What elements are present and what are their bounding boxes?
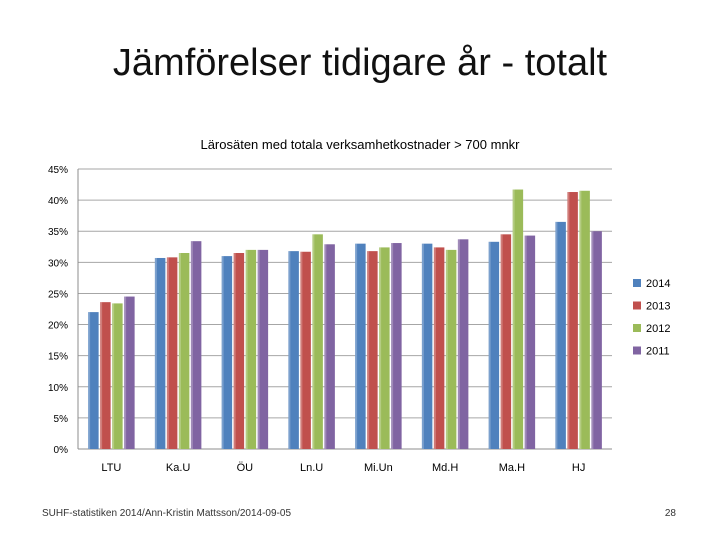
bar-2012-5 [445,249,457,449]
x-tick-label: Mi.Un [364,462,393,474]
y-tick-label: 10% [48,383,68,394]
bar-highlight [367,251,370,449]
footer-text: SUHF-statistiken 2014/Ann-Kristin Mattss… [42,508,292,519]
bar-highlight [257,249,260,449]
bar-highlight [512,189,515,450]
bar-highlight [300,251,303,449]
bar-highlight [591,231,594,449]
bar-highlight [154,257,157,449]
bar-2011-6 [524,235,536,449]
bar-highlight [567,192,570,449]
bar-highlight [178,253,181,449]
x-tick-label: Ln.U [300,462,323,474]
bar-highlight [166,257,169,449]
bar-highlight [100,302,103,449]
bar-highlight [190,241,193,449]
bar-2014-1 [154,257,166,449]
y-tick-label: 20% [48,321,68,332]
bar-2012-1 [178,253,190,449]
bar-highlight [524,235,527,449]
bar-highlight [500,234,503,449]
bar-highlight [245,249,248,449]
bar-2013-2 [233,253,245,449]
bar-2013-5 [433,247,445,449]
legend-label: 2011 [646,346,670,358]
x-tick-label: Md.H [432,462,458,474]
bar-highlight [457,239,460,449]
bar-highlight [288,251,291,449]
bar-2014-3 [288,251,299,449]
bar-2012-0 [112,303,123,449]
bar-2013-1 [166,257,178,449]
x-tick-label: HJ [572,462,585,474]
y-tick-label: 5% [54,414,69,425]
bar-2014-6 [488,241,500,449]
legend-swatch-2013 [633,301,641,310]
legend-label: 2012 [646,323,670,335]
x-tick-label: ÖU [237,462,254,474]
legend-swatch-2012 [633,324,641,332]
chart-title: Lärosäten med totala verksamhetkostnader… [200,137,520,152]
y-tick-label: 40% [48,196,68,207]
bar-2012-4 [379,247,390,449]
bar-2013-7 [567,192,578,449]
bar-2013-3 [300,251,311,449]
bar-highlight [221,256,224,449]
legend-label: 2013 [646,301,670,313]
bar-highlight [233,253,236,449]
y-tick-label: 45% [48,165,68,176]
bar-highlight [312,234,315,449]
bar-2011-0 [124,296,135,449]
bar-2014-7 [555,221,566,449]
bar-2011-5 [457,239,469,449]
x-tick-label: LTU [101,462,121,474]
bar-highlight [355,243,358,449]
bar-highlight [324,244,327,449]
bar-2014-2 [221,256,233,449]
bar-2011-7 [591,231,602,449]
bar-2011-3 [324,244,335,449]
page-number: 28 [664,508,676,519]
bar-2014-5 [421,243,433,449]
bar-2012-7 [579,190,590,449]
bar-highlight [112,303,115,449]
bar-2013-0 [100,302,111,449]
y-tick-label: 0% [54,445,69,456]
x-tick-label: Ka.U [166,462,191,474]
y-tick-label: 35% [48,227,68,238]
slide-title: Jämförelser tidigare år - totalt [112,42,608,84]
bar-2012-2 [245,249,257,449]
bar-highlight [579,190,582,449]
bar-highlight [379,247,382,449]
bar-2011-2 [257,249,269,449]
bar-highlight [421,243,424,449]
bar-highlight [124,296,127,449]
bar-2013-6 [500,234,512,449]
bar-2014-4 [355,243,366,449]
bar-2011-4 [391,243,402,449]
bar-highlight [391,243,394,449]
bar-2012-6 [512,189,524,450]
bar-highlight [488,241,491,449]
y-tick-label: 30% [48,258,68,269]
bar-highlight [555,221,558,449]
bar-2013-4 [367,251,378,449]
legend-label: 2014 [646,278,670,290]
bar-2012-3 [312,234,323,449]
bar-2011-1 [190,241,202,449]
y-tick-label: 15% [48,352,68,363]
bar-2014-0 [88,312,99,449]
x-tick-label: Ma.H [499,462,525,474]
bar-highlight [445,249,448,449]
legend-swatch-2014 [633,279,641,287]
bar-highlight [88,312,91,449]
bar-highlight [433,247,436,449]
y-tick-label: 25% [48,289,68,300]
legend-swatch-2011 [633,346,641,355]
